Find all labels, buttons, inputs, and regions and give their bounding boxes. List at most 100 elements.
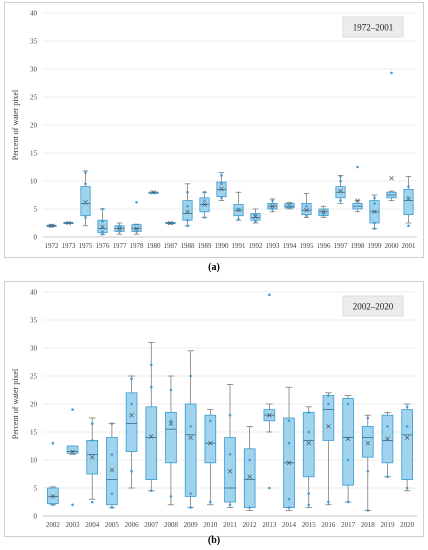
x-tick-label: 1989 xyxy=(198,242,213,250)
boxplot-chart-b: 0 5 10 15 20 25 30 35 40 Percent of water pixel 20… xyxy=(11,289,417,529)
panel-b: 0 5 10 15 20 25 30 35 40 Percent of water pixel 20… xyxy=(4,281,424,537)
iqr-box xyxy=(302,411,315,478)
data-point xyxy=(110,506,114,509)
data-point xyxy=(203,190,206,194)
y-tick-label: 5 xyxy=(34,206,38,214)
y-tick-label: 15 xyxy=(30,429,38,437)
data-point xyxy=(130,402,133,406)
iqr-box xyxy=(47,487,59,505)
x-tick-label: 2013 xyxy=(262,521,277,529)
data-point xyxy=(405,405,409,409)
data-point xyxy=(339,199,342,202)
box-1976 xyxy=(97,207,108,236)
iqr-box xyxy=(184,403,197,497)
box-1991 xyxy=(233,191,244,221)
data-point xyxy=(268,293,271,297)
box-2003 xyxy=(66,408,79,507)
box-2013 xyxy=(263,293,276,490)
data-point xyxy=(327,500,330,504)
data-point xyxy=(322,213,325,216)
data-point xyxy=(189,374,192,378)
iqr-box xyxy=(66,445,79,454)
data-point xyxy=(327,394,330,397)
data-point xyxy=(84,202,87,205)
box-2005 xyxy=(106,422,118,509)
x-tick-label: 1995 xyxy=(300,242,315,250)
iqr-box xyxy=(204,414,217,464)
period-label: 1972–2001 xyxy=(353,23,394,33)
data-point xyxy=(110,453,114,456)
data-point xyxy=(237,217,240,221)
y-tick-label: 20 xyxy=(30,122,38,130)
data-point xyxy=(366,509,370,512)
data-point xyxy=(186,224,189,228)
mean-marker xyxy=(109,467,115,473)
x-tick-label: 2000 xyxy=(385,242,400,250)
x-tick-label: 2012 xyxy=(243,521,258,529)
data-point xyxy=(366,416,370,420)
box-1978 xyxy=(131,200,142,235)
data-point xyxy=(287,506,291,509)
data-point xyxy=(220,196,223,200)
x-tick-label: 1996 xyxy=(317,242,332,250)
box-1980 xyxy=(148,189,159,195)
data-point xyxy=(228,453,232,456)
mean-marker xyxy=(89,454,95,460)
mean-marker xyxy=(70,449,75,454)
box-2011 xyxy=(224,384,236,508)
x-tick-label: 2002 xyxy=(46,521,61,529)
data-point xyxy=(71,408,74,411)
x-tick-label: 2007 xyxy=(144,521,159,529)
data-point xyxy=(228,413,232,417)
data-point xyxy=(327,402,330,406)
x-tick-label: 1999 xyxy=(368,242,383,250)
box-2006 xyxy=(125,375,138,489)
box-2017 xyxy=(342,395,354,504)
data-point xyxy=(373,227,376,230)
data-point xyxy=(51,503,55,507)
box-1973 xyxy=(63,220,74,226)
data-point xyxy=(339,179,342,183)
box-1975 xyxy=(80,170,91,227)
mean-marker xyxy=(149,434,154,439)
mean-marker xyxy=(267,412,272,418)
box-2018 xyxy=(361,414,374,512)
iqr-box xyxy=(80,186,91,217)
data-point xyxy=(307,430,311,434)
box-2009 xyxy=(184,350,197,509)
data-point xyxy=(186,190,189,194)
box-2000 xyxy=(386,71,397,201)
box-2016 xyxy=(322,392,335,506)
data-point xyxy=(366,469,370,473)
iqr-box xyxy=(165,411,177,464)
mean-marker xyxy=(304,207,309,213)
data-point xyxy=(271,207,274,211)
box-2015 xyxy=(302,406,315,508)
mean-marker xyxy=(185,209,190,215)
data-point xyxy=(90,439,94,442)
iqr-box xyxy=(322,395,335,441)
period-label-box xyxy=(342,16,404,38)
mean-marker xyxy=(188,435,193,440)
y-tick-label: 35 xyxy=(30,317,38,325)
data-point xyxy=(248,506,251,509)
iqr-box xyxy=(342,398,354,486)
caption-b: (b) xyxy=(207,535,221,546)
box-1972 xyxy=(46,223,57,229)
y-tick-label: 40 xyxy=(30,289,38,297)
y-axis-label: Percent of water pixel xyxy=(11,89,20,160)
x-tick-label: 1993 xyxy=(266,242,281,250)
iqr-box xyxy=(182,200,193,221)
iqr-box xyxy=(145,406,158,481)
y-axis-label: Percent of water pixel xyxy=(11,368,20,439)
mean-marker xyxy=(404,435,410,440)
x-tick-label: 2018 xyxy=(361,521,376,529)
x-tick-label: 1976 xyxy=(96,242,111,250)
box-1994 xyxy=(284,201,295,210)
x-tick-label: 2016 xyxy=(321,521,336,529)
box-1992 xyxy=(250,208,261,224)
data-point xyxy=(346,458,350,462)
box-1999 xyxy=(369,194,380,230)
data-point xyxy=(346,402,350,406)
x-tick-label: 2004 xyxy=(85,521,100,529)
